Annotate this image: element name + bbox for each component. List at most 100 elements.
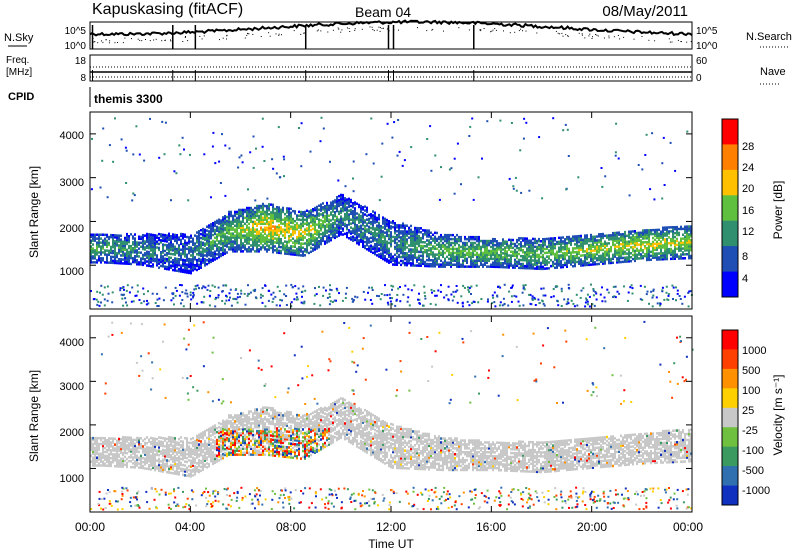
radar-cell xyxy=(238,222,240,225)
radar-cell xyxy=(278,212,280,215)
radar-cell xyxy=(652,228,654,232)
radar-cell xyxy=(136,253,138,256)
radar-cell xyxy=(238,212,240,216)
radar-cell xyxy=(674,257,676,260)
radar-cell xyxy=(496,251,498,255)
radar-cell xyxy=(400,236,402,239)
radar-cell xyxy=(580,258,582,261)
radar-cell xyxy=(354,232,356,236)
radar-cell xyxy=(118,262,120,265)
radar-cell xyxy=(314,238,316,241)
radar-cell xyxy=(468,253,470,257)
radar-cell xyxy=(136,249,138,252)
radar-cell xyxy=(674,231,676,235)
radar-cell xyxy=(274,241,276,244)
radar-cell xyxy=(406,252,408,255)
radar-cell xyxy=(144,234,146,237)
radar-cell xyxy=(288,235,290,238)
radar-cell xyxy=(390,239,392,242)
radar-cell xyxy=(380,227,382,230)
radar-cell xyxy=(472,235,474,239)
radar-cell xyxy=(568,237,570,241)
nsearch-dot xyxy=(170,39,171,41)
radar-cell xyxy=(296,251,298,255)
radar-cell xyxy=(298,230,300,233)
radar-cell xyxy=(640,243,642,246)
radar-cell xyxy=(388,222,390,225)
radar-cell xyxy=(250,214,252,218)
nsearch-dot xyxy=(117,42,118,43)
radar-cell xyxy=(174,263,176,266)
radar-cell xyxy=(426,262,428,266)
radar-cell xyxy=(388,241,390,245)
radar-cell xyxy=(688,245,690,248)
radar-cell xyxy=(528,243,530,246)
radar-cell xyxy=(180,248,182,251)
radar-cell xyxy=(162,235,164,238)
radar-cell xyxy=(422,258,424,262)
radar-cell xyxy=(344,205,346,208)
radar-cell xyxy=(274,213,276,217)
radar-cell xyxy=(398,255,400,259)
radar-cell xyxy=(152,265,154,268)
radar-cell xyxy=(658,232,660,236)
radar-cell xyxy=(518,237,520,240)
radar-cell xyxy=(160,258,162,262)
radar-cell xyxy=(308,241,310,245)
radar-cell xyxy=(206,253,208,256)
radar-cell xyxy=(646,235,648,238)
radar-cell xyxy=(470,237,472,241)
radar-cell xyxy=(616,233,618,236)
radar-cell xyxy=(648,252,650,256)
radar-cell xyxy=(690,254,692,258)
ground-scatter-cell xyxy=(196,302,199,305)
radar-cell xyxy=(198,257,200,261)
radar-cell xyxy=(400,255,402,259)
radar-cell xyxy=(118,236,120,239)
radar-cell xyxy=(198,247,200,251)
radar-cell xyxy=(470,241,472,245)
radar-cell xyxy=(624,242,626,246)
radar-cell xyxy=(244,234,246,237)
radar-cell xyxy=(178,269,180,273)
radar-cell xyxy=(542,257,544,261)
radar-cell xyxy=(128,238,130,242)
radar-cell xyxy=(460,253,462,257)
ground-scatter-cell xyxy=(278,290,281,293)
radar-cell xyxy=(332,206,334,209)
radar-cell xyxy=(524,241,526,244)
radar-cell xyxy=(180,242,182,246)
radar-cell xyxy=(598,262,600,266)
radar-cell xyxy=(300,242,302,245)
radar-cell xyxy=(662,254,664,257)
radar-cell xyxy=(250,208,252,212)
radar-cell xyxy=(624,236,626,240)
radar-cell xyxy=(514,262,516,265)
radar-cell xyxy=(342,197,344,201)
radar-cell xyxy=(498,244,500,247)
radar-cell xyxy=(362,231,364,235)
radar-cell xyxy=(498,253,500,257)
sparse-cell xyxy=(651,132,654,135)
radar-cell xyxy=(436,237,438,241)
radar-cell xyxy=(172,268,174,272)
radar-cell xyxy=(486,265,488,268)
radar-cell xyxy=(290,219,292,222)
radar-cell xyxy=(410,230,412,234)
radar-cell xyxy=(590,247,592,251)
radar-cell xyxy=(168,262,170,265)
radar-cell xyxy=(540,251,542,255)
radar-cell xyxy=(294,212,296,215)
radar-cell xyxy=(192,241,194,244)
radar-cell xyxy=(196,260,198,264)
radar-cell xyxy=(338,200,340,204)
radar-cell xyxy=(202,247,204,250)
radar-cell xyxy=(190,264,192,267)
ground-scatter-cell xyxy=(249,291,252,294)
radar-cell xyxy=(254,230,256,233)
radar-cell xyxy=(508,262,510,265)
ground-scatter-cell xyxy=(687,291,690,294)
radar-cell xyxy=(458,259,460,262)
radar-cell xyxy=(598,245,600,248)
radar-cell xyxy=(222,247,224,251)
